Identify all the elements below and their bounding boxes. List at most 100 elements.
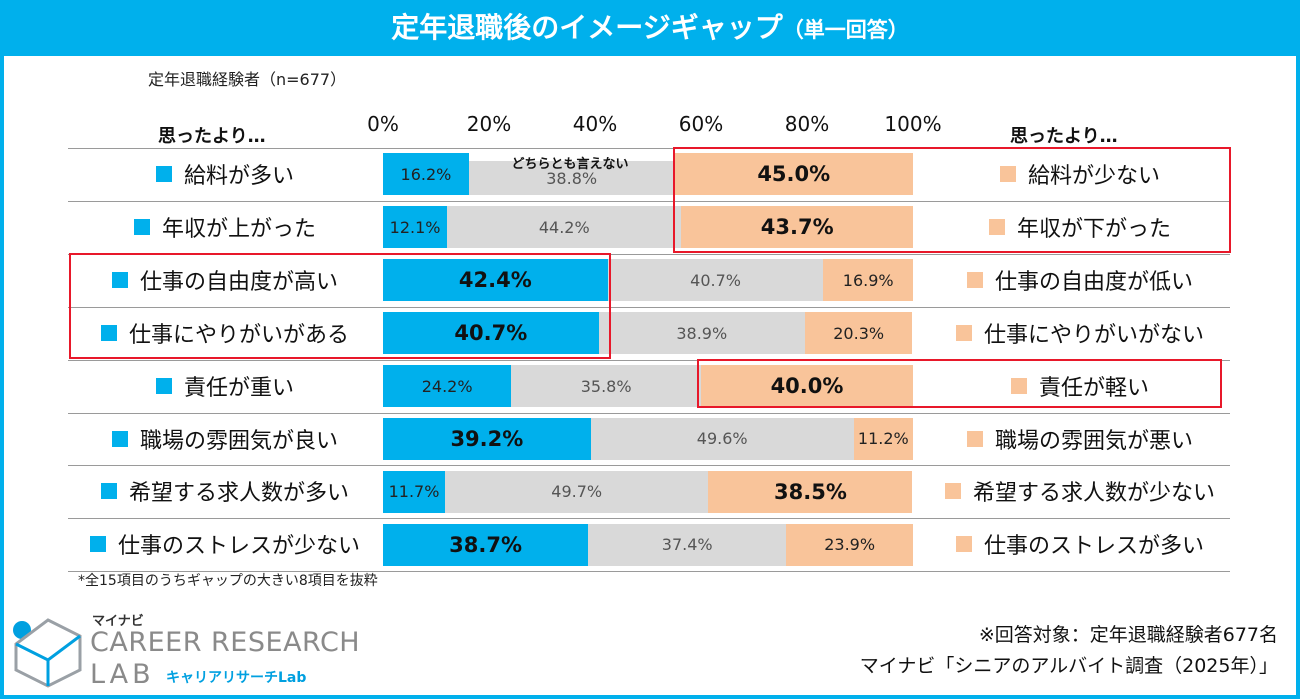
category-label-right: 仕事にやりがいがない [915, 307, 1245, 359]
highlight-box-salary [673, 147, 1231, 253]
legend-square-blue [100, 483, 117, 500]
bar-positive: 12.1% [383, 206, 448, 249]
category-label-left: 年収が上がった [70, 201, 380, 253]
bar-negative: 38.5% [708, 470, 913, 513]
bar-negative: 43.7% [681, 206, 913, 249]
category-text-right: 希望する求人数が少ない [972, 481, 1215, 507]
bar-negative: 16.9% [823, 259, 913, 302]
category-label-left: 仕事にやりがいがある [70, 307, 380, 359]
legend-square-blue [155, 166, 172, 182]
category-text-right: 仕事のストレスが多い [983, 534, 1204, 560]
chart-title-bar: 定年退職後のイメージギャップ（単一回答） [0, 0, 1300, 56]
category-text-right: 仕事の自由度が低い [994, 269, 1193, 295]
x-tick-label: 20% [466, 112, 512, 136]
legend-square-orange [966, 430, 983, 447]
bar-neutral: 38.9% [598, 312, 805, 355]
cube-logo-icon [13, 618, 82, 688]
legend-square-blue [155, 377, 172, 394]
bar-positive: 40.7% [383, 312, 599, 355]
row-separator [68, 360, 1230, 361]
category-text-right: 年収が下がった [1016, 216, 1171, 242]
highlight-box-responsibility [697, 359, 1222, 408]
logo-main-text: CAREER RESEARCH [90, 627, 361, 658]
bar-positive: 11.7% [383, 470, 445, 513]
category-label-left: 仕事の自由度が高い [70, 254, 380, 306]
legend-square-blue [111, 430, 128, 447]
legend-square-orange [955, 324, 972, 341]
legend-square-blue [111, 271, 128, 288]
category-text-left: 仕事の自由度が高い [139, 269, 338, 295]
category-label-right: 仕事のストレスが多い [915, 518, 1245, 570]
row-separator [68, 307, 1230, 308]
bar-negative: 23.9% [786, 523, 913, 566]
bar-positive: 42.4% [383, 259, 608, 302]
row-separator [68, 571, 1230, 572]
credit-line-1: ※回答対象：定年退職経験者677名 [978, 624, 1278, 646]
highlight-box-freedom [69, 253, 611, 359]
x-tick-label: 60% [678, 112, 724, 136]
bar-neutral: 40.7% [607, 259, 824, 302]
x-tick-label: 100% [884, 112, 942, 136]
category-label-left: 仕事のストレスが少ない [70, 518, 380, 570]
category-text-left: 仕事にやりがいがある [128, 322, 349, 348]
chart-title: 定年退職後のイメージギャップ [391, 11, 783, 44]
logo-jp-text: キャリアリサーチLab [166, 670, 307, 686]
bar-neutral: 37.4% [588, 523, 787, 566]
chart-title-suffix: （単一回答） [782, 18, 909, 42]
bar-negative: 45.0% [674, 153, 913, 196]
neutral-legend-label: どちらとも言えない [511, 157, 629, 172]
category-text-right: 責任が軽い [1038, 375, 1149, 401]
row-separator [68, 518, 1230, 519]
left-header: 思ったより… [158, 126, 266, 147]
bar-positive: 16.2% [383, 153, 469, 196]
category-text-left: 仕事のストレスが少ない [117, 534, 360, 560]
legend-square-orange [966, 271, 983, 288]
category-label-right: 仕事の自由度が低い [915, 254, 1245, 306]
category-label-right: 給料が少ない [915, 148, 1245, 200]
category-label-left: 給料が多い [70, 148, 380, 200]
legend-square-orange [1010, 377, 1027, 394]
row-separator [68, 254, 1230, 255]
category-text-left: 職場の雰囲気が良い [139, 428, 338, 454]
bar-positive: 38.7% [383, 523, 589, 566]
legend-square-blue [133, 218, 150, 235]
category-text-left: 希望する求人数が多い [128, 481, 349, 507]
legend-square-blue [89, 536, 106, 553]
category-label-right: 年収が下がった [915, 201, 1245, 253]
logo-lab-text: LAB [90, 659, 155, 690]
category-label-right: 希望する求人数が少ない [915, 465, 1245, 517]
bar-negative: 40.0% [701, 365, 913, 408]
category-text-right: 給料が少ない [1027, 164, 1160, 189]
bar-negative: 11.2% [853, 417, 913, 460]
sample-size-label: 定年退職経験者（n=677） [148, 70, 347, 89]
bar-neutral: 49.6% [590, 417, 854, 460]
logo-small-text: マイナビ [92, 614, 144, 629]
credit-line-2: マイナビ「シニアのアルバイト調査（2025年）」 [859, 655, 1278, 677]
row-separator [68, 201, 1230, 202]
category-text-right: 職場の雰囲気が悪い [994, 428, 1193, 454]
row-separator [68, 148, 1230, 149]
category-label-left: 責任が重い [70, 360, 380, 412]
category-label-left: 希望する求人数が多い [70, 465, 380, 517]
category-text-left: 年収が上がった [161, 216, 316, 242]
legend-square-orange [955, 536, 972, 553]
legend-square-orange [944, 483, 961, 500]
legend-square-orange [999, 166, 1016, 182]
x-tick-label: 40% [572, 112, 618, 136]
bar-neutral: 44.2% [447, 206, 682, 249]
bar-negative: 20.3% [804, 312, 913, 355]
category-label-left: 職場の雰囲気が良い [70, 413, 380, 465]
bar-positive: 24.2% [383, 365, 512, 408]
row-separator [68, 465, 1230, 466]
legend-square-orange [988, 218, 1005, 235]
category-text-left: 給料が多い [183, 164, 294, 189]
x-tick-label: 0% [367, 112, 399, 136]
bar-neutral: 49.7% [445, 470, 709, 513]
row-separator [68, 413, 1230, 414]
category-text-left: 責任が重い [183, 375, 294, 401]
bar-neutral: 35.8% [511, 365, 701, 408]
category-label-right: 職場の雰囲気が悪い [915, 413, 1245, 465]
category-text-right: 仕事にやりがいがない [983, 322, 1204, 348]
legend-square-blue [100, 324, 117, 341]
category-label-right: 責任が軽い [915, 360, 1245, 412]
